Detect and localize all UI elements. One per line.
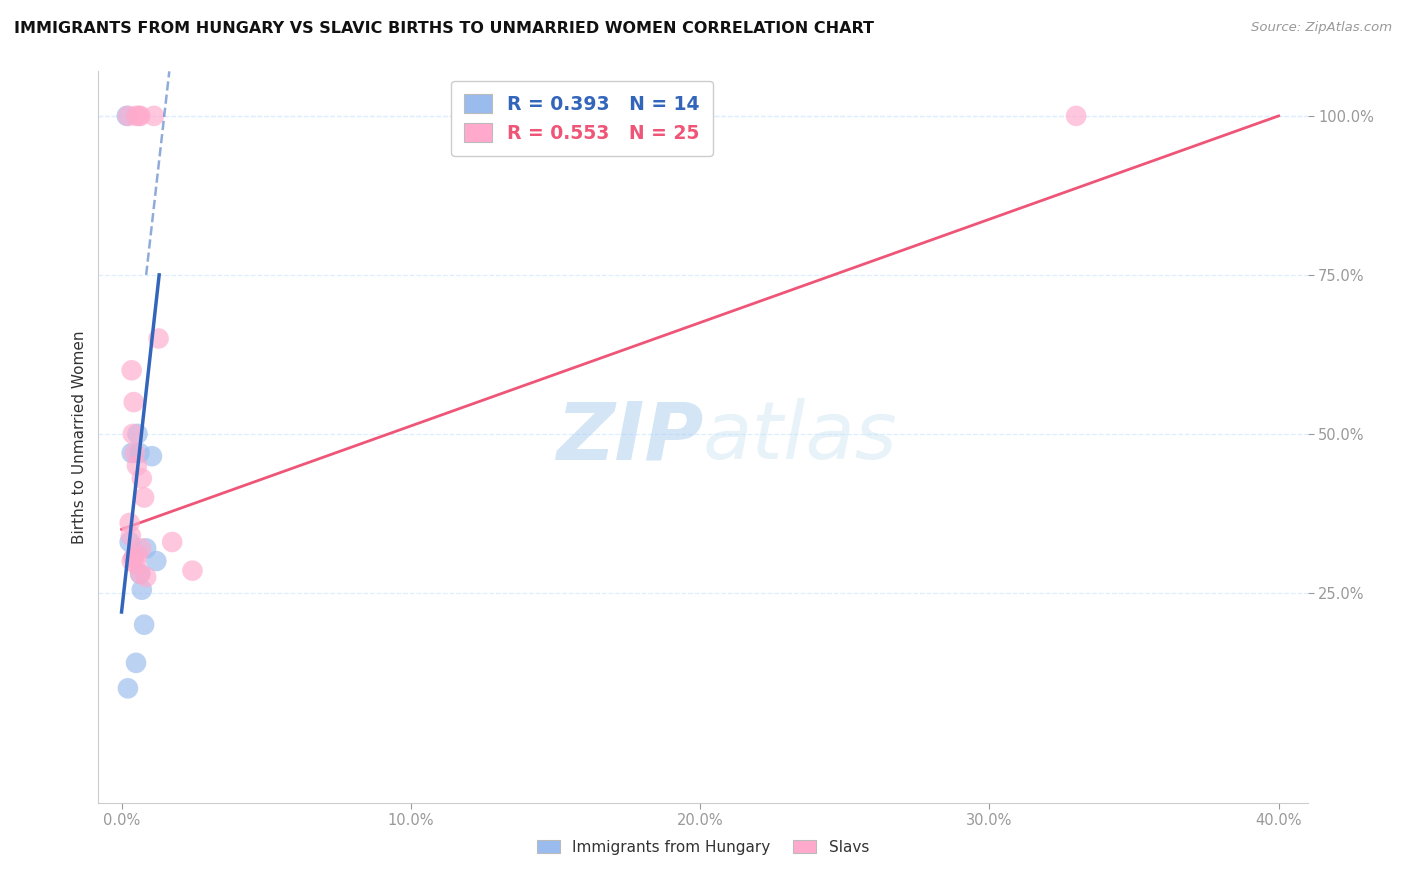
- Point: [121, 426, 143, 441]
- Point: [121, 446, 143, 460]
- Point: [129, 109, 152, 123]
- Point: [129, 566, 152, 581]
- Text: IMMIGRANTS FROM HUNGARY VS SLAVIC BIRTHS TO UNMARRIED WOMEN CORRELATION CHART: IMMIGRANTS FROM HUNGARY VS SLAVIC BIRTHS…: [14, 21, 875, 36]
- Point: [117, 681, 139, 696]
- Point: [1064, 109, 1087, 123]
- Point: [131, 471, 153, 485]
- Point: [122, 550, 145, 565]
- Point: [143, 109, 166, 123]
- Point: [121, 554, 143, 568]
- Point: [118, 516, 141, 530]
- Point: [134, 617, 156, 632]
- Point: [129, 566, 152, 581]
- Text: atlas: atlas: [703, 398, 898, 476]
- Point: [128, 446, 150, 460]
- Point: [124, 446, 146, 460]
- Point: [115, 109, 138, 123]
- Point: [125, 656, 148, 670]
- Point: [122, 550, 145, 565]
- Y-axis label: Births to Unmarried Women: Births to Unmarried Women: [72, 330, 87, 544]
- Point: [121, 363, 143, 377]
- Legend: Immigrants from Hungary, Slavs: Immigrants from Hungary, Slavs: [531, 834, 875, 861]
- Point: [125, 558, 148, 572]
- Point: [122, 395, 145, 409]
- Point: [141, 449, 163, 463]
- Point: [118, 535, 141, 549]
- Point: [128, 109, 150, 123]
- Text: Source: ZipAtlas.com: Source: ZipAtlas.com: [1251, 21, 1392, 34]
- Point: [135, 570, 157, 584]
- Point: [127, 548, 149, 562]
- Point: [148, 331, 170, 345]
- Point: [131, 582, 153, 597]
- Point: [135, 541, 157, 556]
- Point: [145, 554, 167, 568]
- Point: [127, 426, 149, 441]
- Point: [129, 541, 152, 556]
- Point: [117, 109, 139, 123]
- Point: [125, 458, 148, 473]
- Point: [125, 109, 148, 123]
- Text: ZIP: ZIP: [555, 398, 703, 476]
- Point: [120, 529, 142, 543]
- Point: [181, 564, 204, 578]
- Point: [160, 535, 183, 549]
- Point: [134, 491, 156, 505]
